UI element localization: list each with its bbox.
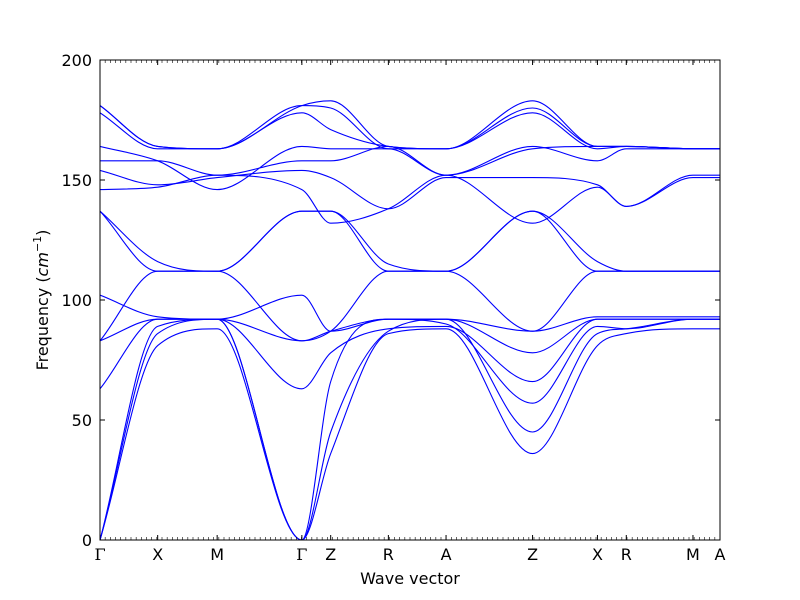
band-line-1 (100, 328, 720, 540)
series-layer (100, 100, 720, 540)
xtick-label-2: M (210, 545, 224, 564)
minor-ticks (99, 60, 721, 540)
ytick-label-3: 150 (61, 171, 92, 190)
x-axis-label: Wave vector (360, 569, 460, 588)
xtick-label-0: Γ (94, 545, 105, 564)
y-axis-label-exponent: −1 (31, 236, 44, 252)
xtick-label-10: M (686, 545, 700, 564)
y-axis-ticks: 0 50 100 150 200 (61, 51, 720, 550)
band-line-6 (100, 294, 720, 332)
y-axis-label-text: Frequency ( (33, 276, 52, 370)
band-line-11 (100, 169, 720, 210)
band-line-5 (100, 318, 720, 354)
band-line-12 (100, 145, 720, 176)
xtick-label-3: Γ (296, 545, 307, 564)
xtick-label-11: A (715, 545, 726, 564)
xtick-label-8: X (592, 545, 603, 564)
band-line-9 (100, 210, 720, 272)
y-axis-label-close: ) (33, 230, 52, 236)
ytick-label-4: 200 (61, 51, 92, 70)
band-line-15 (100, 105, 720, 150)
band-line-14 (100, 112, 720, 150)
band-line-3 (100, 318, 720, 540)
xtick-label-7: Z (527, 545, 538, 564)
xtick-label-5: R (383, 545, 394, 564)
xtick-label-4: Z (325, 545, 336, 564)
y-axis-label: Frequency (cm−1) (31, 230, 52, 371)
band-line-16 (100, 100, 720, 150)
band-line-2 (100, 318, 720, 540)
band-line-13 (100, 145, 720, 191)
ytick-label-0: 0 (82, 531, 92, 550)
band-line-8 (100, 210, 720, 272)
xtick-label-9: R (621, 545, 632, 564)
xtick-label-6: A (441, 545, 452, 564)
y-axis-label-unit: cm (33, 252, 52, 276)
ytick-label-1: 50 (72, 411, 92, 430)
ytick-label-2: 100 (61, 291, 92, 310)
xtick-label-1: X (152, 545, 163, 564)
plot-frame (99, 59, 721, 541)
